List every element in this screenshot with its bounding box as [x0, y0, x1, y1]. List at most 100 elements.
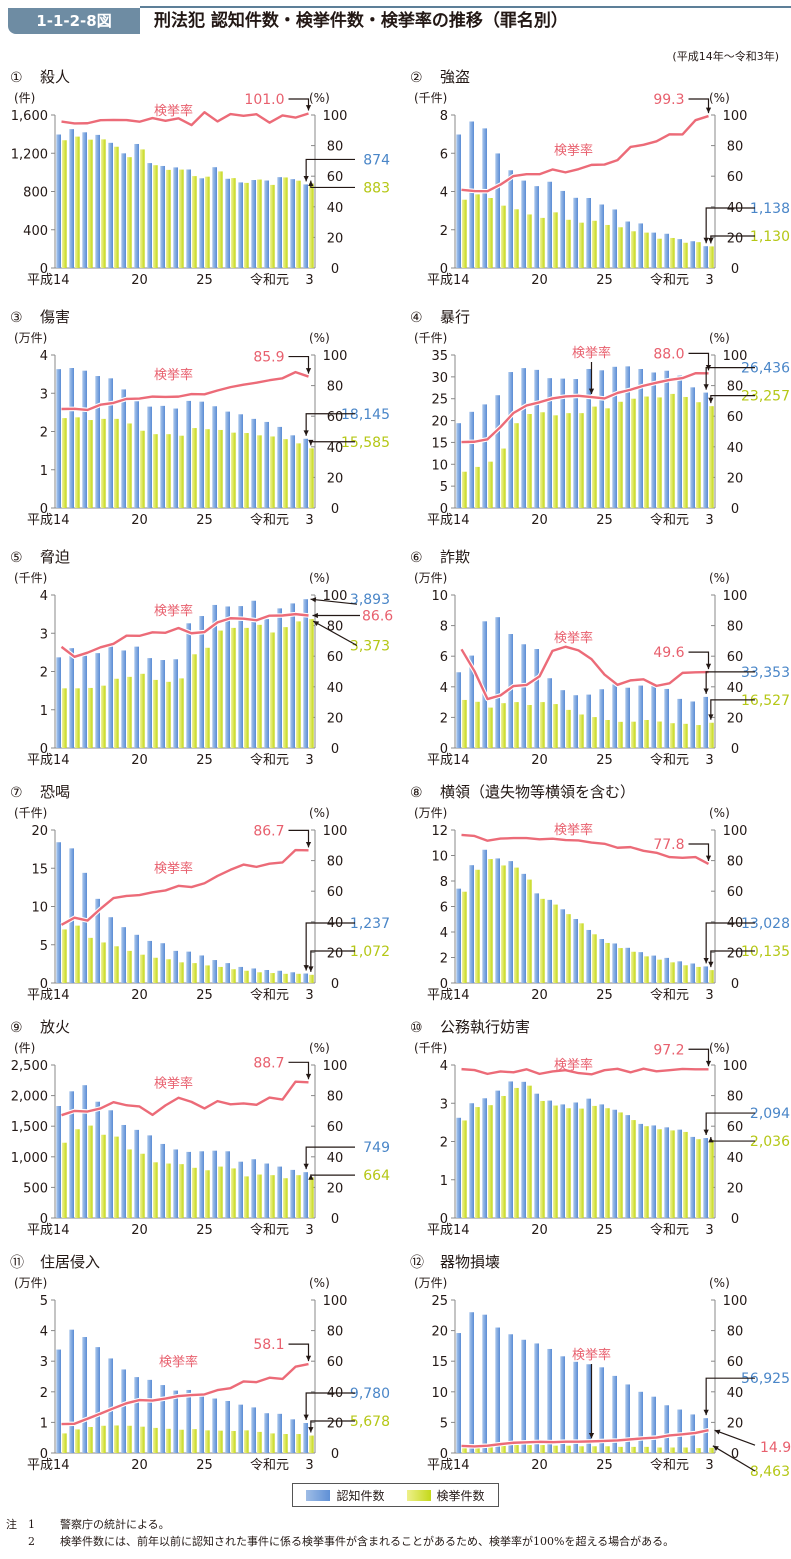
right-tick-label: 0 [331, 742, 339, 757]
recognized-last-pointer [303, 922, 355, 971]
bar-recognized [108, 646, 113, 748]
bar-recognized [121, 389, 126, 508]
bar-cleared [309, 448, 314, 508]
bar-cleared [75, 136, 80, 268]
left-tick-label: 0 [40, 977, 48, 992]
chart-svg: ⑫ 器物損壊 (万件) (%) 0 5 10 15 20 25 0 20 40 60 80 100 平成14 20… [410, 1253, 791, 1480]
bar-cleared [244, 1176, 249, 1218]
left-tick-label: 1 [40, 704, 48, 719]
right-tick-label: 40 [727, 441, 744, 456]
bar-recognized [703, 1418, 708, 1453]
bar-recognized [651, 1125, 656, 1218]
bar-recognized [303, 1423, 308, 1453]
rate-line [60, 612, 309, 659]
bar-recognized [251, 1407, 256, 1453]
footnote-text: 警察庁の統計による。 [60, 1518, 170, 1531]
bar-recognized [212, 167, 217, 268]
right-tick-label: 80 [327, 380, 344, 395]
right-tick-label: 100 [723, 1059, 748, 1074]
x-tick-label: 令和元 [250, 1223, 289, 1238]
bar-cleared [592, 220, 597, 268]
left-tick-label: 8 [440, 620, 448, 635]
bar-recognized [664, 957, 669, 983]
bar-recognized [186, 1389, 191, 1453]
right-tick-label: 100 [723, 349, 748, 364]
x-tick-label: 20 [131, 1458, 148, 1473]
chart-svg: ④ 暴行 (千件) (%) 0 5 10 15 20 25 30 35 0 20 40 60 80 100 平成14… [410, 308, 790, 528]
x-tick-label: 25 [596, 753, 613, 768]
bar-cleared [501, 205, 506, 268]
rate-last-pointer-head [714, 1429, 721, 1435]
bar-recognized [612, 943, 617, 983]
bar-recognized [225, 411, 230, 508]
bar-cleared [553, 1445, 558, 1453]
rate-last-pointer-line [688, 352, 710, 371]
right-axis-unit: (%) [709, 571, 730, 585]
bar-recognized [664, 688, 669, 748]
bar-recognized [82, 1085, 87, 1218]
bar-recognized [173, 659, 178, 748]
bar-cleared [101, 942, 106, 983]
bar-recognized [225, 963, 230, 983]
rate-line [461, 114, 709, 193]
x-tick-label: 3 [705, 988, 713, 1003]
bar-cleared [114, 946, 119, 983]
chart-number: ③ [10, 310, 23, 326]
bar-cleared [166, 1163, 171, 1218]
bar-cleared [540, 412, 545, 508]
bar-recognized [599, 370, 604, 508]
bar-recognized [573, 1102, 578, 1218]
chart-panel-10: ⑩ 公務執行妨害 (千件) (%) 0 1 2 3 4 0 20 40 60 80 100 平成14 20 25 令… [400, 1012, 791, 1247]
bar-recognized [534, 1343, 539, 1453]
bar-recognized [703, 1138, 708, 1218]
bar-cleared [244, 970, 249, 983]
chart-number: ① [10, 70, 23, 86]
bar-cleared [257, 1174, 262, 1218]
rate-line [61, 1080, 309, 1117]
bar-recognized [147, 940, 152, 983]
rate-last-pointer [288, 355, 312, 374]
right-tick-label: 100 [323, 349, 348, 364]
bar-recognized [264, 619, 269, 748]
rate-last-pointer-line [688, 98, 710, 114]
bar-cleared [579, 222, 584, 268]
x-tick-label: 3 [305, 988, 313, 1003]
bar-cleared [475, 466, 480, 508]
chart-number: ② [410, 70, 423, 86]
bar-cleared [140, 673, 145, 748]
left-tick-label: 1,200 [11, 147, 48, 162]
bar-cleared [709, 722, 714, 748]
bar-recognized [212, 406, 217, 508]
bar-cleared [270, 1433, 275, 1453]
cleared-last-pointer-head [308, 1427, 314, 1433]
bar-cleared [231, 432, 236, 508]
bar-recognized [277, 1166, 282, 1218]
bar-recognized [290, 1169, 295, 1218]
x-tick-label: 25 [596, 1223, 613, 1238]
chart-title: 強盗 [440, 68, 470, 86]
right-tick-label: 100 [723, 589, 748, 604]
bar-cleared [101, 418, 106, 508]
bar-recognized [638, 368, 643, 508]
bar-recognized [134, 934, 139, 983]
x-tick-label: 令和元 [250, 753, 289, 768]
recognized-last-pointer-line [305, 1146, 355, 1170]
bar-recognized [147, 406, 152, 508]
bar-cleared [127, 676, 132, 748]
bar-recognized [651, 955, 656, 983]
bar-cleared [605, 720, 610, 748]
bar-recognized [625, 221, 630, 268]
chart-title: 恐喝 [40, 783, 70, 801]
bar-cleared [283, 439, 288, 508]
right-tick-label: 60 [327, 650, 344, 665]
right-tick-label: 60 [327, 1120, 344, 1135]
bar-cleared [501, 703, 506, 748]
x-tick-label: 20 [531, 1458, 548, 1473]
cleared-last-pointer-head [712, 1445, 719, 1451]
bar-recognized [521, 644, 526, 748]
rate-last-pointer [688, 651, 712, 670]
bar-recognized [495, 153, 500, 268]
right-axis-unit: (%) [709, 331, 730, 345]
bar-recognized [560, 378, 565, 508]
